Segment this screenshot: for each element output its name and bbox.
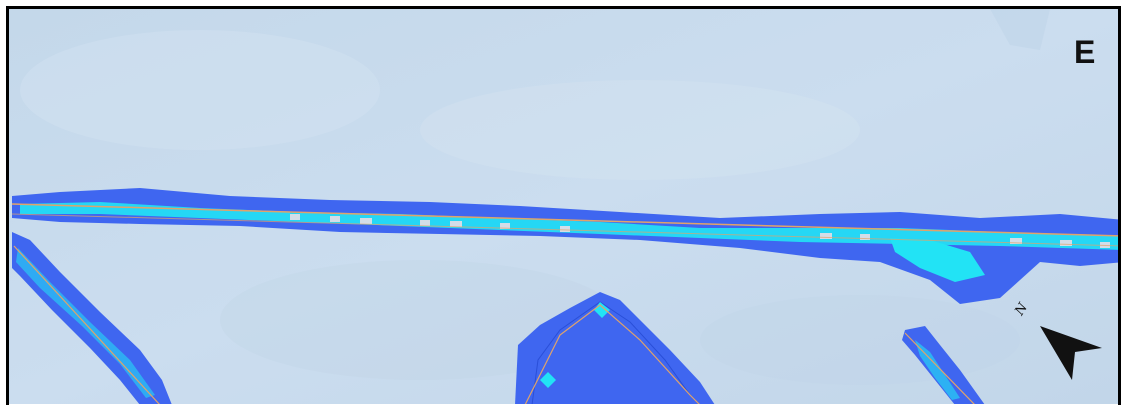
panel-label: E [1074, 34, 1096, 70]
detection-band-main [11, 188, 1119, 304]
detection-band-right [902, 326, 985, 404]
detection-band-peak [515, 292, 715, 404]
track-line-peak [524, 304, 700, 404]
map-border [6, 6, 1121, 405]
north-arrow-icon [1040, 326, 1102, 380]
track-line-main [11, 203, 1119, 237]
track-line-left [13, 245, 160, 404]
terrain-shading [20, 9, 1050, 385]
detection-band-left [12, 232, 172, 404]
map-layers [9, 9, 1119, 404]
track-line-right [904, 332, 975, 404]
